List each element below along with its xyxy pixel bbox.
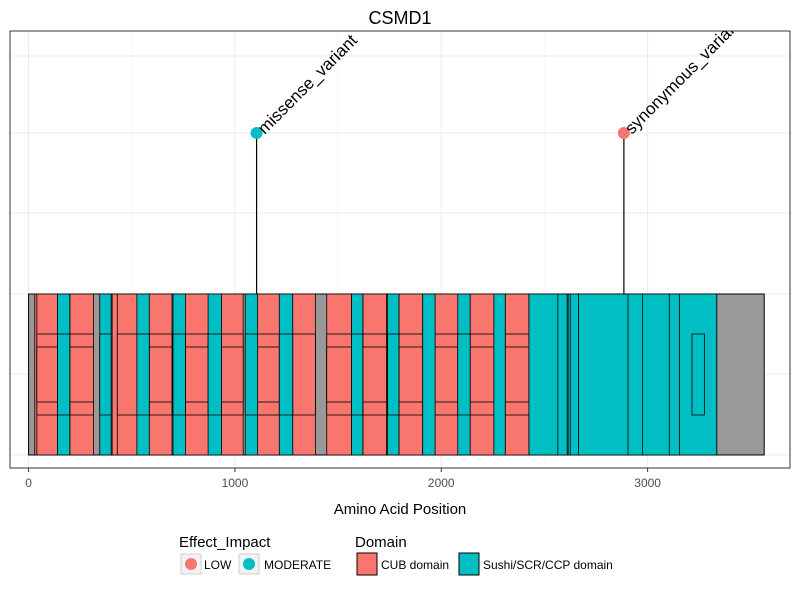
domain-block [57, 333, 71, 416]
panel-content: missense_variant synonymous_variant [28, 31, 765, 456]
domain-block [220, 346, 244, 403]
legend-label: CUB domain [381, 558, 449, 572]
legend-title-domain: Domain [355, 534, 407, 551]
legend-label: Sushi/SCR/CCP domain [483, 558, 613, 572]
domain-block [99, 333, 112, 416]
legend: Effect_Impact LOW MODERATE Domain CUB domain… [179, 534, 613, 576]
domain-block [36, 346, 58, 403]
legend-swatch [356, 552, 378, 576]
domain-block [387, 333, 400, 416]
domain-block [69, 346, 94, 403]
legend-dot-moderate [243, 558, 255, 570]
domain-layer [34, 293, 718, 456]
domain-block [422, 293, 436, 456]
domain-block [116, 333, 139, 416]
domain-block [504, 346, 530, 403]
legend-label: LOW [204, 558, 232, 572]
domain-block [351, 333, 364, 416]
domain-block [469, 346, 495, 403]
x-tick-label: 0 [25, 476, 32, 490]
domain-block [207, 333, 222, 416]
domain-block [256, 346, 282, 403]
domain-block [292, 333, 316, 416]
domain-block [147, 346, 173, 403]
legend-label: MODERATE [264, 558, 331, 572]
domain-block [557, 293, 568, 456]
x-axis: 0 1000 2000 3000 [25, 468, 661, 490]
variant-point [617, 127, 630, 139]
domain-block [457, 333, 471, 416]
x-axis-label: Amino Acid Position [334, 501, 467, 518]
domain-block [362, 346, 387, 403]
legend-dot-low [185, 558, 197, 570]
domain-block [183, 346, 210, 403]
domain-block [278, 333, 294, 416]
domain-block [172, 333, 186, 416]
domain-block [528, 293, 718, 456]
domain-block [434, 346, 460, 403]
domain-block [244, 333, 259, 416]
domain-block [627, 293, 643, 456]
x-tick-label: 3000 [634, 476, 661, 490]
chart-title: CSMD1 [368, 8, 431, 28]
domain-block [398, 346, 424, 403]
legend-swatch [458, 552, 480, 576]
x-tick-label: 2000 [428, 476, 455, 490]
domain-block [493, 293, 506, 456]
domain-block [326, 346, 352, 403]
legend-title-effect-impact: Effect_Impact [179, 534, 271, 551]
domain-block [136, 333, 150, 416]
plot-border [9, 30, 791, 469]
domain-block [569, 293, 579, 456]
variant-point [250, 127, 263, 139]
domain-block [668, 293, 681, 456]
domain-block [691, 333, 705, 416]
x-tick-label: 1000 [222, 476, 249, 490]
